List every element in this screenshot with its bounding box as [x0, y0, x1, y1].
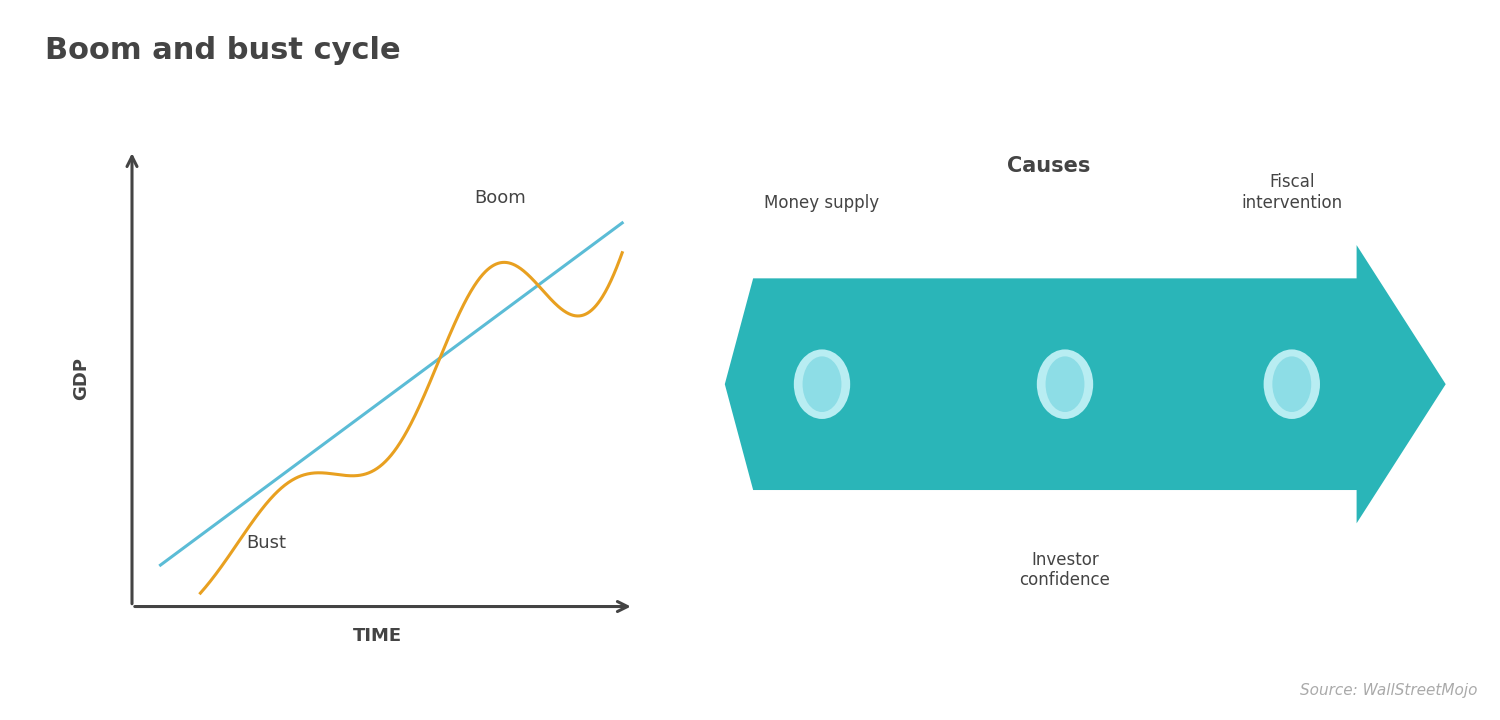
Text: Source: WallStreetMojo: Source: WallStreetMojo [1300, 683, 1478, 698]
Ellipse shape [1036, 349, 1094, 419]
Text: Fiscal
intervention: Fiscal intervention [1240, 173, 1342, 212]
Text: Investor
confidence: Investor confidence [1020, 551, 1110, 589]
Ellipse shape [794, 349, 850, 419]
Text: Bust: Bust [246, 534, 286, 552]
Ellipse shape [802, 356, 842, 412]
Text: Money supply: Money supply [765, 194, 879, 212]
Text: TIME: TIME [352, 627, 402, 645]
Ellipse shape [1263, 349, 1320, 419]
Ellipse shape [1046, 356, 1084, 412]
Text: Boom and bust cycle: Boom and bust cycle [45, 36, 400, 65]
Text: Boom: Boom [474, 189, 525, 207]
Ellipse shape [1272, 356, 1311, 412]
Text: GDP: GDP [72, 357, 90, 400]
Polygon shape [724, 245, 1446, 523]
Text: Causes: Causes [1007, 156, 1090, 176]
